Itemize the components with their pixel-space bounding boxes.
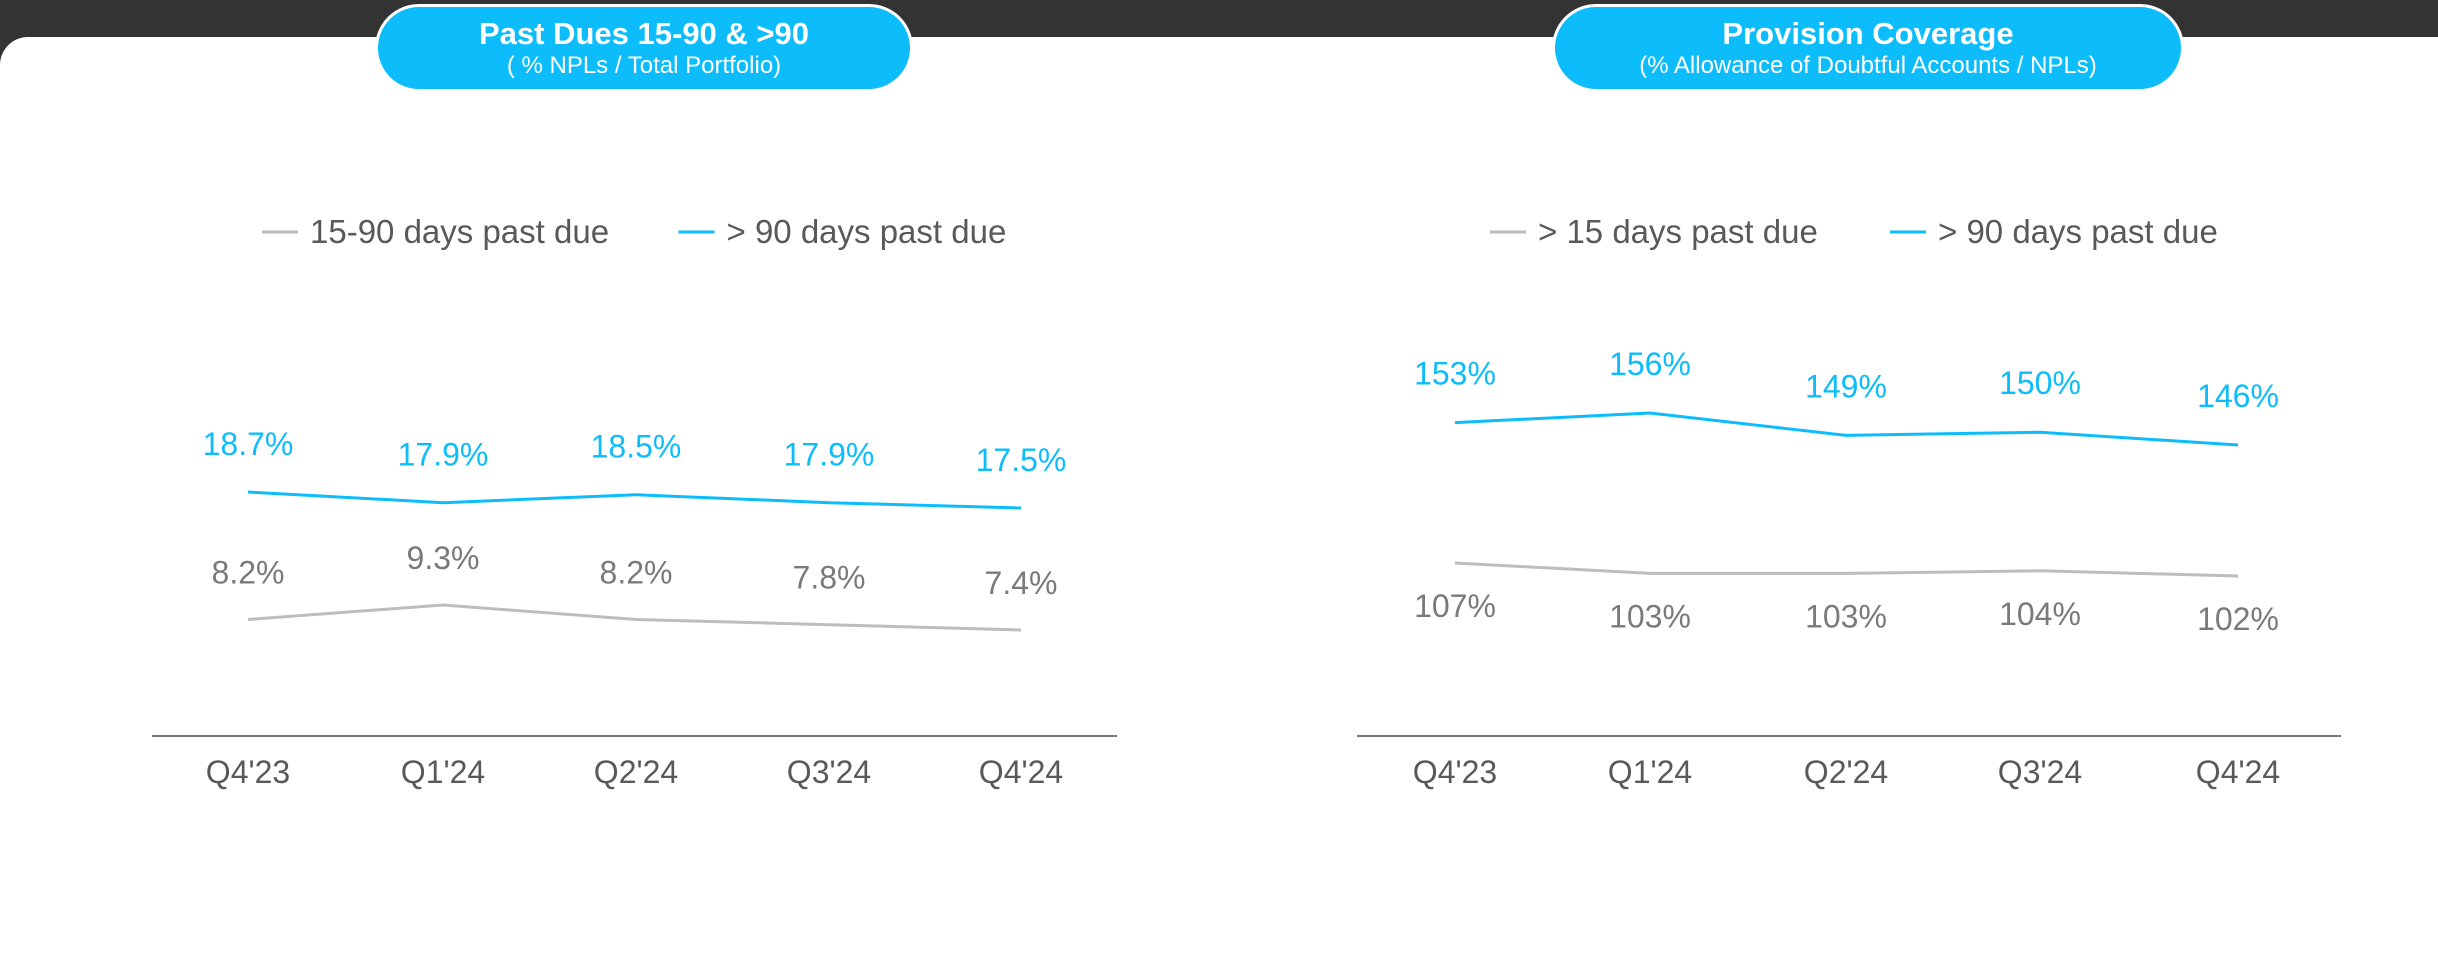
chart2-data-label: 103% <box>1609 598 1691 634</box>
chart2-data-label: 156% <box>1609 346 1691 382</box>
chart2-data-label: 104% <box>1999 596 2081 632</box>
chart2-title-pill: Provision Coverage (% Allowance of Doubt… <box>1552 4 2184 92</box>
chart2-data-label: 153% <box>1414 356 1496 392</box>
chart1-x-tick-label: Q3'24 <box>787 754 871 790</box>
chart1-data-label: 8.2% <box>600 555 673 591</box>
chart2-data-label: 149% <box>1805 368 1887 404</box>
chart2-title: Provision Coverage <box>1722 16 2014 51</box>
chart1-subtitle: ( % NPLs / Total Portfolio) <box>506 52 782 79</box>
chart2-data-label: 146% <box>2197 378 2279 414</box>
chart2-legend-label: > 90 days past due <box>1938 213 2218 250</box>
chart2-data-label: 107% <box>1414 588 1496 624</box>
chart1-title: Past Dues 15-90 & >90 <box>479 16 809 51</box>
chart1-data-label: 8.2% <box>212 555 285 591</box>
chart1-data-label: 7.8% <box>793 560 866 596</box>
chart1-data-label: 18.7% <box>203 426 294 462</box>
chart2-x-tick-label: Q2'24 <box>1804 754 1888 790</box>
chart2-subtitle: (% Allowance of Doubtful Accounts / NPLs… <box>1639 52 2097 79</box>
chart1-x-tick-label: Q2'24 <box>594 754 678 790</box>
chart1-data-label: 18.5% <box>591 429 682 465</box>
content-panel <box>0 37 2438 958</box>
chart2-x-tick-label: Q1'24 <box>1608 754 1692 790</box>
chart1-legend-label: 15-90 days past due <box>310 213 609 250</box>
chart1-x-tick-label: Q1'24 <box>401 754 485 790</box>
chart1-legend-label: > 90 days past due <box>727 213 1007 250</box>
chart1-data-label: 17.5% <box>976 442 1067 478</box>
chart1-data-label: 17.9% <box>784 437 875 473</box>
chart1-x-tick-label: Q4'24 <box>979 754 1063 790</box>
chart2-data-label: 103% <box>1805 598 1887 634</box>
chart2-series-line <box>1454 411 2239 447</box>
chart2-x-tick-label: Q4'23 <box>1413 754 1497 790</box>
chart1-series-line <box>247 603 1022 632</box>
chart2-data-label: 150% <box>1999 365 2081 401</box>
chart2-series-line <box>1454 561 2239 578</box>
chart2-legend-label: > 15 days past due <box>1538 213 1818 250</box>
chart1-x-tick-label: Q4'23 <box>206 754 290 790</box>
chart1-data-label: 9.3% <box>407 540 480 576</box>
chart2-data-label: 102% <box>2197 601 2279 637</box>
chart1-title-pill: Past Dues 15-90 & >90 ( % NPLs / Total P… <box>375 4 913 92</box>
chart2-x-tick-label: Q4'24 <box>2196 754 2280 790</box>
chart2-x-tick-label: Q3'24 <box>1998 754 2082 790</box>
chart1-data-label: 7.4% <box>985 565 1058 601</box>
chart1-data-label: 17.9% <box>398 437 489 473</box>
chart1-series-line <box>247 490 1022 510</box>
